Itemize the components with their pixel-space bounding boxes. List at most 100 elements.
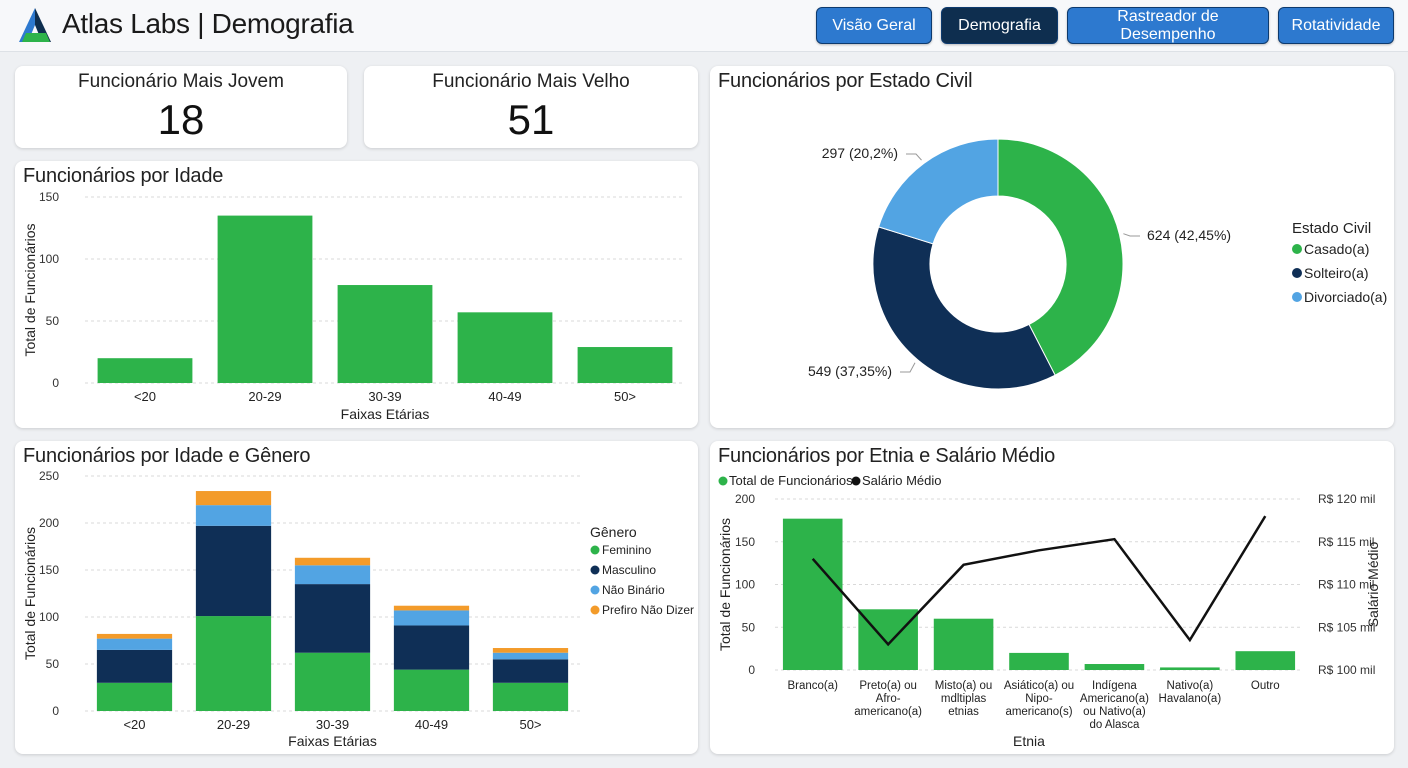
bar <box>337 285 433 383</box>
y2-tick-label: R$ 120 mil <box>1318 492 1375 506</box>
legend-marker <box>718 476 728 486</box>
y-tick-label: 150 <box>39 190 59 204</box>
y-tick-label: 50 <box>46 314 60 328</box>
y-tick-label: 50 <box>46 657 60 671</box>
y-tick-label: 0 <box>748 663 755 677</box>
x-tick-label: 50> <box>614 389 636 404</box>
age-chart: 0 50 100 150 <20 20-29 30-39 40-49 50> Faixas Etá… <box>22 190 685 422</box>
y2-tick-label: R$ 100 mil <box>1318 663 1375 677</box>
leader-line <box>906 153 922 161</box>
x-tick-label: etnias <box>948 706 979 718</box>
legend-title: Estado Civil <box>1292 220 1371 237</box>
stacked-bar-segment <box>393 605 470 611</box>
atlas-logo-icon <box>19 8 51 42</box>
y-tick-label: 100 <box>39 252 59 266</box>
y2-axis-label: Salário Médio <box>1365 541 1381 627</box>
kpi-oldest-label: Funcionário Mais Velho <box>432 71 630 92</box>
y2-tick-label: R$ 115 mil <box>1318 535 1374 549</box>
stacked-bar-segment <box>393 610 470 626</box>
x-tick-label: Indígena <box>1092 680 1137 692</box>
nav-demografia-button[interactable]: Demografia <box>941 7 1058 44</box>
age-chart-card: Funcionários por Idade 0 50 100 150 <20 20-29… <box>15 161 698 428</box>
bar <box>858 609 918 670</box>
kpi-oldest-value: 51 <box>507 96 555 143</box>
stacked-bar-segment <box>96 633 173 639</box>
kpi-oldest-card: Funcionário Mais Velho 51 <box>364 66 698 148</box>
stacked-bar-segment <box>294 565 371 585</box>
bar <box>457 312 553 383</box>
stacked-bar-segment <box>294 557 371 566</box>
y-tick-label: 150 <box>735 535 755 549</box>
y-axis-label: Total de Funcionários <box>22 527 38 660</box>
x-tick-label: Branco(a) <box>787 680 838 692</box>
y-tick-label: 200 <box>39 516 59 530</box>
x-tick-label: <20 <box>123 717 145 732</box>
marital-chart-title: Funcionários por Estado Civil <box>718 70 973 92</box>
legend-label: Não Binário <box>602 583 665 597</box>
bar <box>1235 651 1296 670</box>
y-axis-label: Total de Funcionários <box>717 518 733 651</box>
top-header: Atlas Labs | Demografia Visão Geral Demo… <box>0 0 1408 52</box>
x-axis-label: Faixas Etárias <box>288 733 377 749</box>
app-title: Atlas Labs | Demografia <box>62 8 354 39</box>
data-label: 624 (42,45%) <box>1147 227 1231 243</box>
x-tick-label: 20-29 <box>248 389 281 404</box>
stacked-bar-segment <box>96 682 173 711</box>
x-tick-label: Afro- <box>876 693 901 705</box>
x-axis-label: Etnia <box>1013 733 1045 749</box>
x-tick-label: 40-49 <box>415 717 448 732</box>
legend-title: Gênero <box>590 524 637 540</box>
age-gender-chart-card: Funcionários por Idade e Gênero 0 50 100 15… <box>15 441 698 754</box>
donut-slice <box>872 226 1056 390</box>
x-tick-label: Misto(a) ou <box>935 680 993 692</box>
legend-label: Feminino <box>602 543 652 557</box>
stacked-bar-segment <box>96 649 173 683</box>
age-gender-chart-title: Funcionários por Idade e Gênero <box>23 445 311 467</box>
x-tick-label: Outro <box>1251 680 1280 692</box>
stacked-bar-segment <box>294 652 371 711</box>
nav-rastreador-desempenho-button[interactable]: Rastreador de Desempenho <box>1067 7 1269 44</box>
x-tick-label: ou Nativo(a) <box>1083 706 1146 718</box>
x-tick-label: 40-49 <box>488 389 521 404</box>
x-tick-label: 30-39 <box>368 389 401 404</box>
y-tick-label: 0 <box>52 704 59 718</box>
legend-marker <box>590 605 600 615</box>
legend-marker <box>590 585 600 595</box>
x-tick-label: Americano(a) <box>1080 693 1149 705</box>
legend-marker <box>851 476 861 486</box>
nav-rotatividade-button[interactable]: Rotatividade <box>1278 7 1394 44</box>
x-tick-label: americano(a) <box>854 706 922 718</box>
leader-line <box>900 362 916 373</box>
stacked-bar-segment <box>195 491 272 506</box>
nav-visao-geral-button[interactable]: Visão Geral <box>816 7 932 44</box>
y-tick-label: 150 <box>39 563 59 577</box>
x-tick-label: do Alasca <box>1089 719 1139 731</box>
stacked-bar-segment <box>195 616 272 711</box>
stacked-bar-segment <box>393 625 470 670</box>
legend-marker <box>590 565 600 575</box>
x-tick-label: Nativo(a) <box>1167 680 1214 692</box>
legend-label: Total de Funcionários <box>729 473 853 488</box>
x-tick-label: 20-29 <box>217 717 250 732</box>
stacked-bar-segment <box>492 682 569 711</box>
kpi-youngest-card: Funcionário Mais Jovem 18 <box>15 66 347 148</box>
ethnicity-chart: 0 50 100 150 200 R$ 100 mil R$ 105 mil R$ 110 m… <box>717 473 1381 749</box>
bar <box>1009 652 1069 670</box>
donut-slice <box>997 138 1124 376</box>
data-label: 549 (37,35%) <box>808 363 892 379</box>
x-tick-label: mdltiplas <box>941 693 987 705</box>
ethnicity-chart-title: Funcionários por Etnia e Salário Médio <box>718 445 1056 467</box>
legend-marker <box>590 545 600 555</box>
x-tick-label: <20 <box>134 389 156 404</box>
bar <box>97 358 193 383</box>
legend-label: Masculino <box>602 563 656 577</box>
stacked-bar-segment <box>492 652 569 660</box>
y-tick-label: 200 <box>735 492 755 506</box>
y-tick-label: 0 <box>52 376 59 390</box>
x-tick-label: Preto(a) ou <box>859 680 917 692</box>
salary-line <box>811 515 1267 647</box>
bar <box>1160 667 1220 670</box>
legend-label: Prefiro Não Dizer <box>602 603 694 617</box>
legend-label: Casado(a) <box>1304 241 1369 257</box>
y-tick-label: 50 <box>742 620 756 634</box>
